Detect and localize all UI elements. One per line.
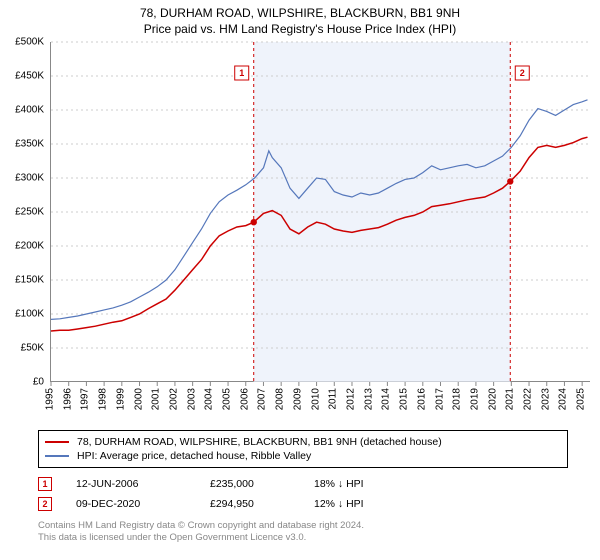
plot-svg: 12	[51, 42, 591, 382]
x-tick-label: 1999	[115, 388, 126, 410]
legend-swatch-hpi	[45, 455, 69, 457]
attribution-line1: Contains HM Land Registry data © Crown c…	[38, 520, 578, 532]
x-tick-label: 2008	[275, 388, 286, 410]
x-tick-label: 2011	[328, 388, 339, 410]
event-row-2: 2 09-DEC-2020 £294,950 12% ↓ HPI	[38, 494, 568, 514]
y-tick-label: £100K	[15, 309, 44, 320]
x-tick-label: 2005	[222, 388, 233, 410]
x-tick-label: 2007	[257, 388, 268, 410]
x-tick-label: 2002	[168, 388, 179, 410]
x-tick-label: 2003	[186, 388, 197, 410]
y-tick-label: £50K	[21, 343, 44, 354]
y-tick-label: £0	[33, 377, 44, 388]
y-tick-label: £300K	[15, 173, 44, 184]
x-tick-label: 2010	[310, 388, 321, 410]
x-tick-label: 2014	[381, 388, 392, 410]
x-tick-label: 2019	[469, 388, 480, 410]
y-tick-label: £400K	[15, 105, 44, 116]
attribution: Contains HM Land Registry data © Crown c…	[38, 520, 578, 545]
x-tick-label: 1998	[98, 388, 109, 410]
event-marker-2: 2	[38, 497, 52, 511]
x-tick-label: 2000	[133, 388, 144, 410]
attribution-line2: This data is licensed under the Open Gov…	[38, 532, 578, 544]
event-diff-2: 12% ↓ HPI	[314, 498, 414, 510]
x-tick-label: 2017	[434, 388, 445, 410]
x-tick-label: 1996	[62, 388, 73, 410]
svg-text:1: 1	[239, 68, 244, 78]
legend-label-hpi: HPI: Average price, detached house, Ribb…	[77, 450, 311, 462]
x-tick-label: 2021	[505, 388, 516, 410]
events-table: 1 12-JUN-2006 £235,000 18% ↓ HPI 2 09-DE…	[38, 474, 568, 514]
x-tick-label: 1997	[80, 388, 91, 410]
x-tick-label: 2015	[399, 388, 410, 410]
x-tick-label: 2001	[151, 388, 162, 410]
x-tick-label: 2022	[523, 388, 534, 410]
event-price-2: £294,950	[210, 498, 290, 510]
y-tick-label: £250K	[15, 207, 44, 218]
x-tick-label: 2025	[576, 388, 587, 410]
y-tick-label: £350K	[15, 139, 44, 150]
x-tick-label: 2006	[239, 388, 250, 410]
chart-title-line2: Price paid vs. HM Land Registry's House …	[0, 22, 600, 36]
chart-title-block: 78, DURHAM ROAD, WILPSHIRE, BLACKBURN, B…	[0, 0, 600, 36]
x-tick-label: 2009	[292, 388, 303, 410]
plot-region: 12	[50, 42, 590, 382]
legend: 78, DURHAM ROAD, WILPSHIRE, BLACKBURN, B…	[38, 430, 568, 468]
legend-swatch-property	[45, 441, 69, 443]
chart-title-line1: 78, DURHAM ROAD, WILPSHIRE, BLACKBURN, B…	[0, 6, 600, 20]
y-tick-label: £150K	[15, 275, 44, 286]
svg-text:2: 2	[520, 68, 525, 78]
legend-row-property: 78, DURHAM ROAD, WILPSHIRE, BLACKBURN, B…	[45, 435, 561, 449]
event-diff-1: 18% ↓ HPI	[314, 478, 414, 490]
x-tick-label: 2004	[204, 388, 215, 410]
x-tick-label: 2016	[416, 388, 427, 410]
event-date-1: 12-JUN-2006	[76, 478, 186, 490]
x-tick-label: 2020	[487, 388, 498, 410]
x-tick-label: 2012	[345, 388, 356, 410]
y-tick-label: £200K	[15, 241, 44, 252]
x-tick-label: 2024	[558, 388, 569, 410]
x-tick-label: 2013	[363, 388, 374, 410]
y-tick-label: £450K	[15, 71, 44, 82]
x-tick-label: 2023	[540, 388, 551, 410]
legend-label-property: 78, DURHAM ROAD, WILPSHIRE, BLACKBURN, B…	[77, 436, 442, 448]
x-axis: 1995199619971998199920002001200220032004…	[50, 384, 590, 414]
legend-row-hpi: HPI: Average price, detached house, Ribb…	[45, 449, 561, 463]
y-tick-label: £500K	[15, 37, 44, 48]
event-row-1: 1 12-JUN-2006 £235,000 18% ↓ HPI	[38, 474, 568, 494]
event-date-2: 09-DEC-2020	[76, 498, 186, 510]
x-tick-label: 2018	[452, 388, 463, 410]
chart-area: £0 £50K £100K £150K £200K £250K £300K £350K £400…	[0, 42, 600, 402]
event-price-1: £235,000	[210, 478, 290, 490]
event-marker-1: 1	[38, 477, 52, 491]
y-axis: £0£50K£100K£150K£200K£250K£300K£350K£400…	[0, 42, 48, 382]
x-tick-label: 1995	[45, 388, 56, 410]
